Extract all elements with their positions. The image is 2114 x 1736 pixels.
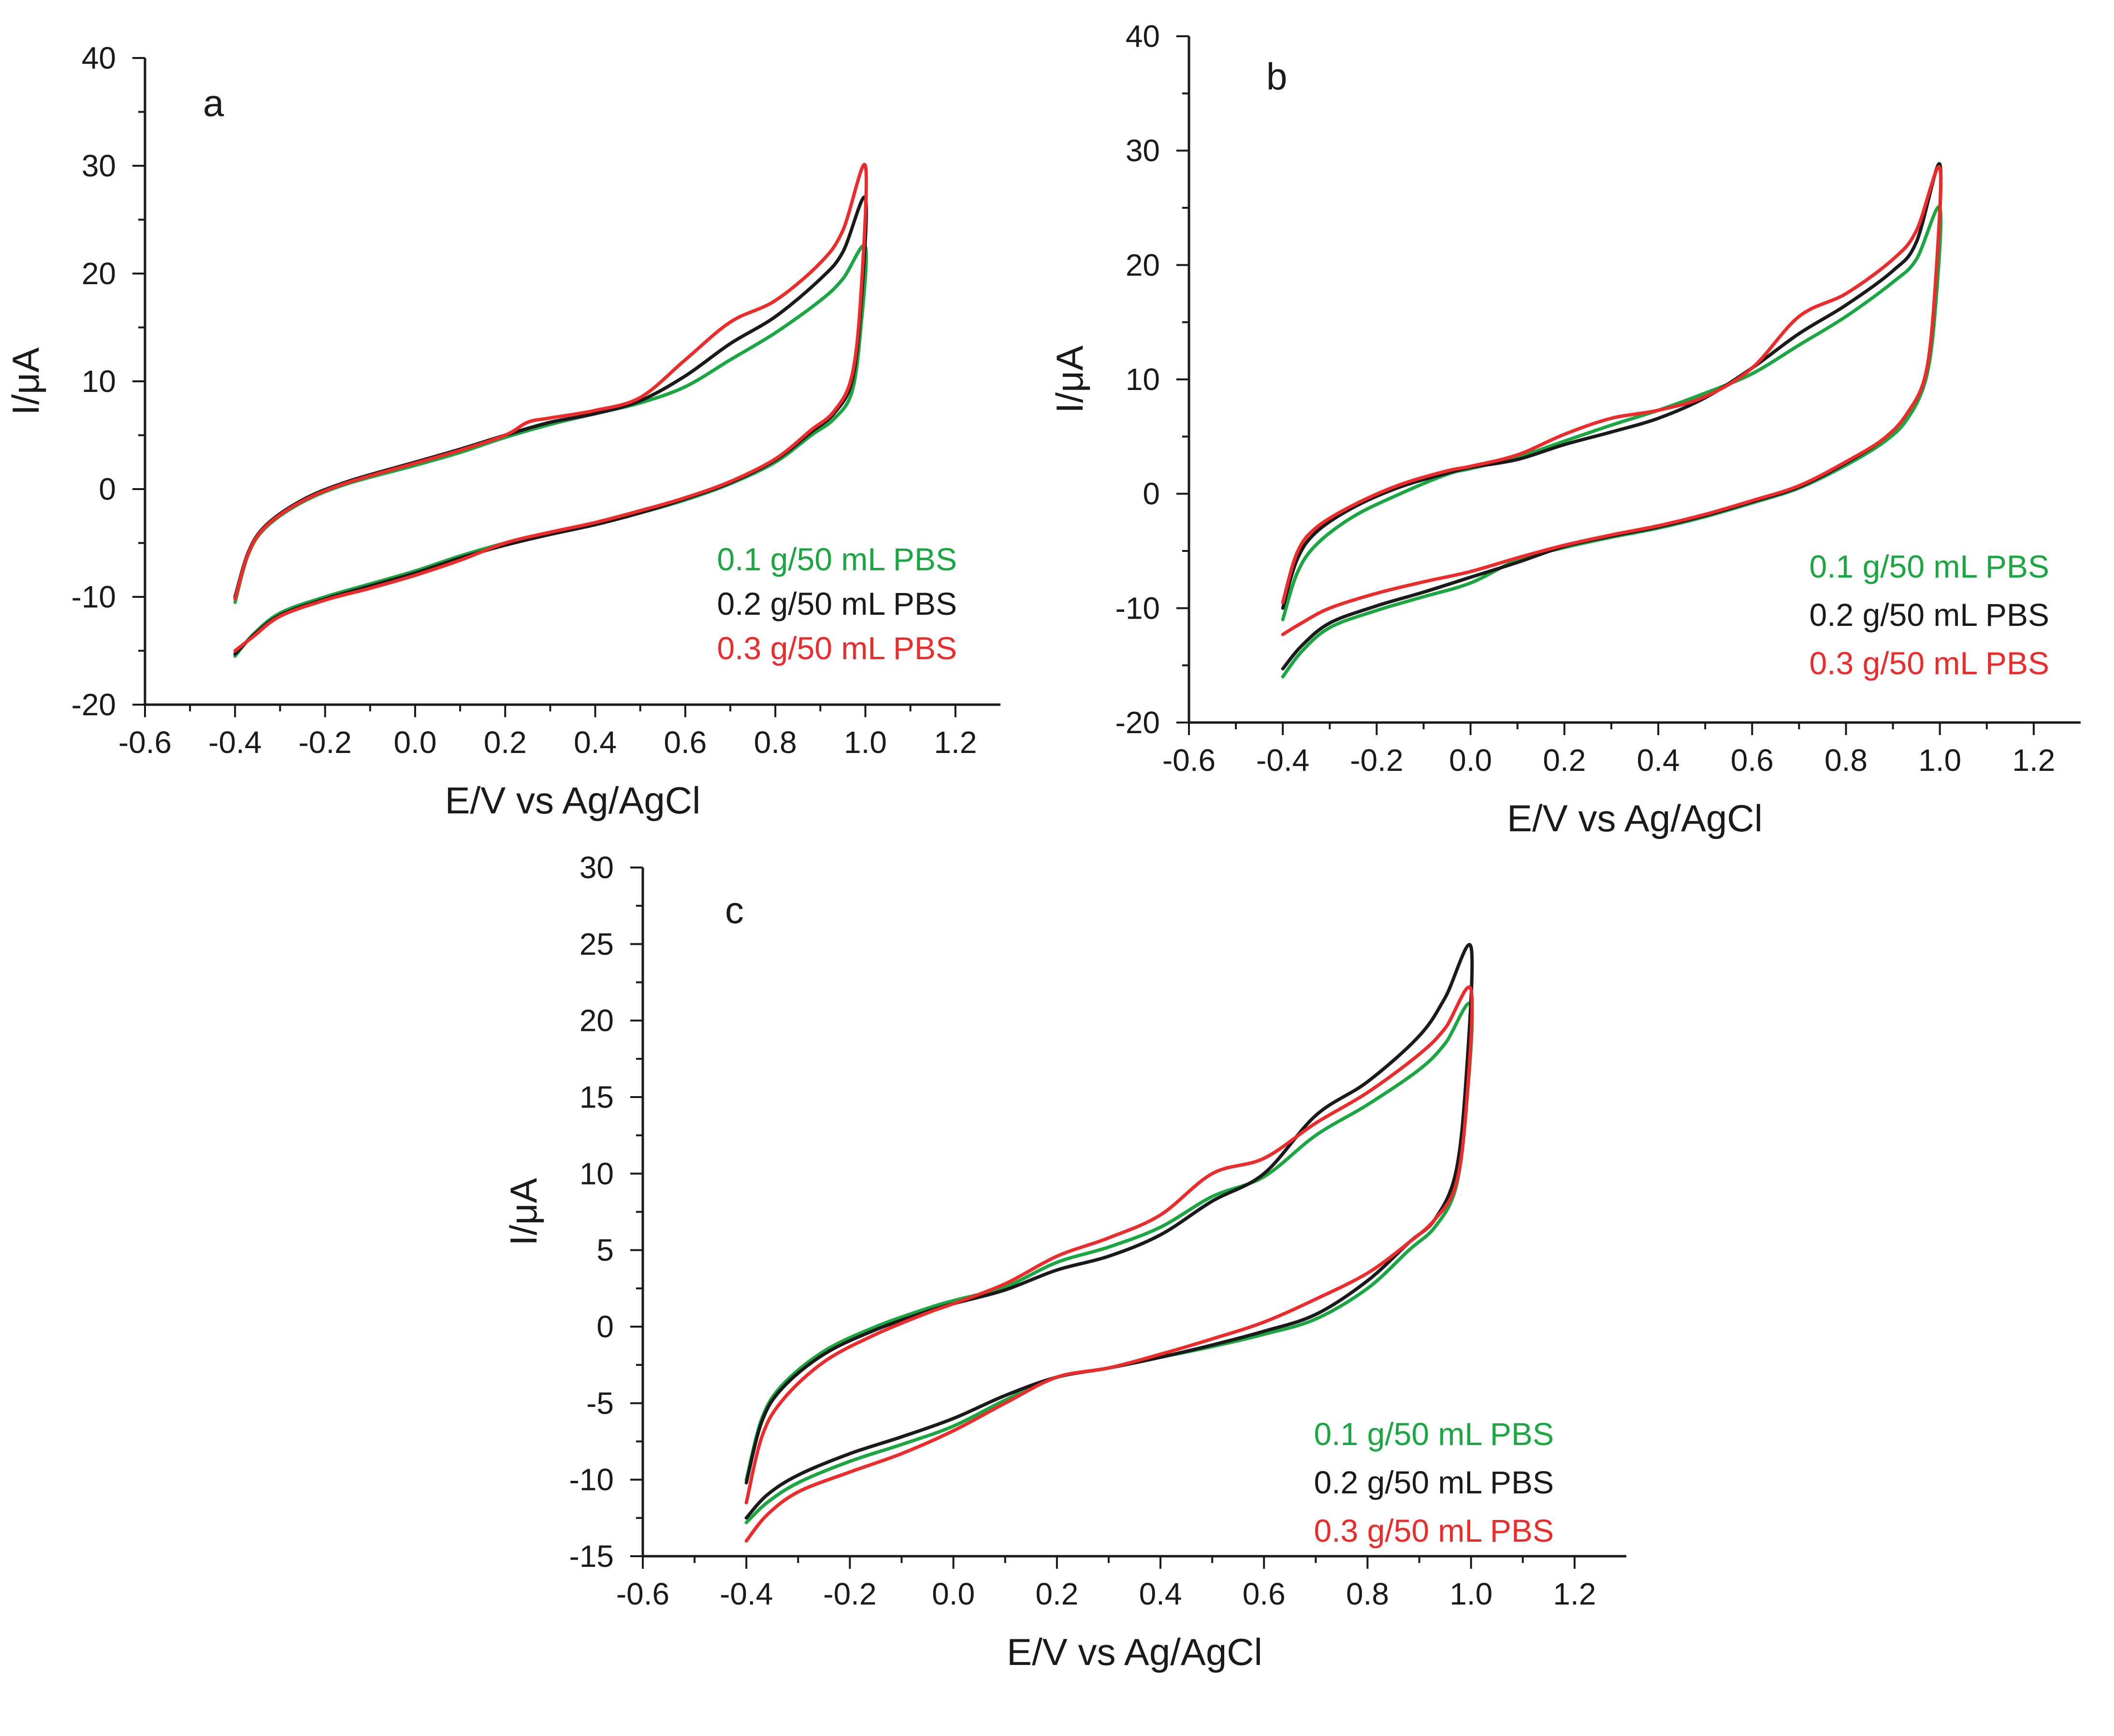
- panel-c: -0.6 -0.4 -0.2 0.0 0.2 0.4 0.6 0.8 1.0 1.2 -15 -10 -…: [502, 850, 1626, 1673]
- legend-entry-3: 0.3 g/50 mL PBS: [717, 630, 957, 666]
- y-tick-label: -10: [72, 579, 116, 614]
- x-tick-label: 0.0: [1449, 743, 1492, 778]
- series-curve-1: [233, 244, 868, 658]
- legend-entry-1: 0.1 g/50 mL PBS: [1809, 549, 2049, 584]
- x-tick-label: -0.4: [1256, 743, 1309, 778]
- y-tick-label: 20: [1126, 247, 1160, 282]
- y-tick-label: -15: [569, 1539, 614, 1574]
- y-tick-label: 10: [82, 364, 116, 399]
- x-tick-label: -0.6: [616, 1577, 669, 1611]
- y-tick-label: 10: [1126, 362, 1160, 397]
- y-tick-label: 40: [1126, 19, 1160, 54]
- y-tick-label: 0: [1143, 477, 1160, 511]
- x-tick-label: 0.8: [1346, 1577, 1389, 1611]
- x-tick-label: 0.0: [932, 1577, 975, 1611]
- x-tick-label: -0.4: [208, 725, 261, 760]
- x-tick-label: 1.0: [1449, 1577, 1492, 1611]
- x-tick-label: 1.2: [934, 725, 977, 760]
- x-tick-label: 0.0: [393, 725, 436, 760]
- y-tick-label: 30: [82, 148, 116, 183]
- legend-entry-2: 0.2 g/50 mL PBS: [1809, 597, 2049, 633]
- y-axis-title: I/μA: [1048, 346, 1091, 413]
- legend-entry-3: 0.3 g/50 mL PBS: [1314, 1513, 1554, 1548]
- y-tick-label: 30: [1126, 133, 1160, 168]
- y-tick-label: 5: [596, 1233, 614, 1268]
- series-curve-3: [744, 985, 1474, 1543]
- x-tick-label: -0.2: [1350, 743, 1403, 778]
- y-tick-label: 20: [579, 1003, 614, 1038]
- legend-entry-3: 0.3 g/50 mL PBS: [1809, 645, 2049, 681]
- x-tick-label: 1.0: [844, 725, 887, 760]
- x-tick-label: 0.6: [1731, 743, 1774, 778]
- y-tick-label: 25: [579, 926, 614, 961]
- x-axis-title: E/V vs Ag/AgCl: [1507, 797, 1763, 839]
- panel-a: -0.6 -0.4 -0.2 0.0 0.2 0.4 0.6 0.8 1.0 1.2 -20 -10 0…: [4, 41, 1000, 822]
- y-tick-label: 30: [579, 850, 614, 885]
- panel-b: -0.6 -0.4 -0.2 0.0 0.2 0.4 0.6 0.8 1.0 1.2 -20 -10 0…: [1048, 19, 2081, 839]
- x-tick-label: 0.4: [1139, 1577, 1182, 1611]
- x-tick-label: 1.2: [1553, 1577, 1596, 1611]
- y-tick-label: 40: [82, 41, 116, 75]
- y-tick-label: -5: [586, 1386, 614, 1420]
- x-tick-label: 0.6: [1243, 1577, 1286, 1611]
- x-tick-label: 0.4: [574, 725, 617, 760]
- x-axis-title: E/V vs Ag/AgCl: [445, 779, 701, 822]
- y-tick-label: -20: [72, 687, 116, 722]
- y-tick-label: -10: [1115, 591, 1160, 625]
- panel-label: c: [725, 889, 744, 931]
- x-tick-label: -0.6: [118, 725, 172, 760]
- legend-entry-2: 0.2 g/50 mL PBS: [1314, 1464, 1554, 1500]
- x-tick-label: 0.2: [1035, 1577, 1078, 1611]
- y-axis-title: I/μA: [502, 1178, 545, 1245]
- y-tick-label: 0: [596, 1309, 614, 1344]
- legend-entry-1: 0.1 g/50 mL PBS: [1314, 1416, 1554, 1452]
- panel-label: b: [1266, 55, 1287, 98]
- x-tick-label: 0.8: [1824, 743, 1868, 778]
- y-tick-label: 10: [579, 1156, 614, 1191]
- x-tick-label: 0.4: [1637, 743, 1680, 778]
- x-tick-label: -0.2: [298, 725, 351, 760]
- y-tick-label: 15: [579, 1080, 614, 1114]
- legend-entry-2: 0.2 g/50 mL PBS: [717, 586, 957, 622]
- x-axis-title: E/V vs Ag/AgCl: [1007, 1631, 1262, 1673]
- y-tick-label: 0: [99, 472, 116, 506]
- panel-label: a: [203, 82, 224, 124]
- x-tick-label: -0.4: [720, 1577, 773, 1611]
- x-tick-label: 1.0: [1918, 743, 1961, 778]
- x-tick-label: 0.2: [1543, 743, 1586, 778]
- y-tick-label: 20: [82, 256, 116, 291]
- x-tick-label: 1.2: [2012, 743, 2055, 778]
- series-curve-3: [1281, 165, 1943, 637]
- series-curve-3: [233, 162, 868, 652]
- y-tick-label: -10: [569, 1462, 614, 1497]
- x-tick-label: 0.6: [664, 725, 707, 760]
- legend-entry-1: 0.1 g/50 mL PBS: [717, 541, 957, 577]
- x-tick-label: 0.8: [754, 725, 797, 760]
- x-tick-label: -0.6: [1162, 743, 1216, 778]
- y-axis-title: I/μA: [4, 347, 47, 415]
- x-tick-label: -0.2: [823, 1577, 876, 1611]
- x-tick-label: 0.2: [484, 725, 527, 760]
- y-tick-label: -20: [1115, 705, 1160, 740]
